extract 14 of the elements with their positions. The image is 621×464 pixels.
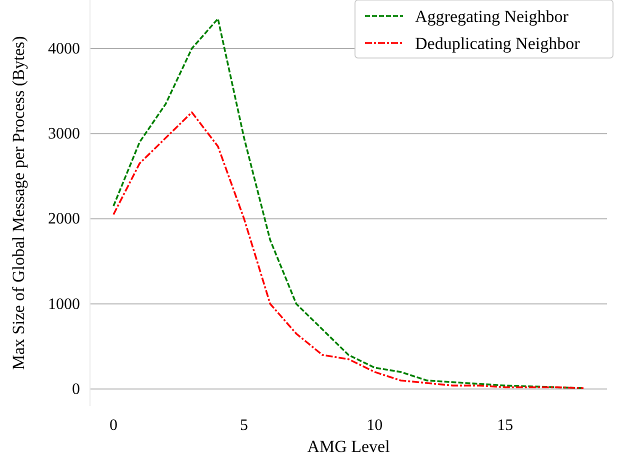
y-tick-label: 4000 xyxy=(48,40,80,58)
legend-label: Aggregating Neighbor xyxy=(415,7,569,26)
x-tick-label: 5 xyxy=(240,417,248,434)
y-tick-label: 1000 xyxy=(48,296,80,313)
y-tick-label: 0 xyxy=(72,380,80,398)
y-tick-label: 3000 xyxy=(48,126,80,143)
x-tick-label: 15 xyxy=(497,417,514,434)
legend-label: Deduplicating Neighbor xyxy=(415,34,580,53)
x-tick-label: 10 xyxy=(366,417,383,434)
y-tick-label: 2000 xyxy=(48,210,80,228)
x-axis-title: AMG Level xyxy=(307,437,390,456)
y-axis-title: Max Size of Global Message per Process (Bytes) xyxy=(9,36,28,370)
line-series xyxy=(112,111,584,390)
x-tick-label: 0 xyxy=(110,417,118,434)
